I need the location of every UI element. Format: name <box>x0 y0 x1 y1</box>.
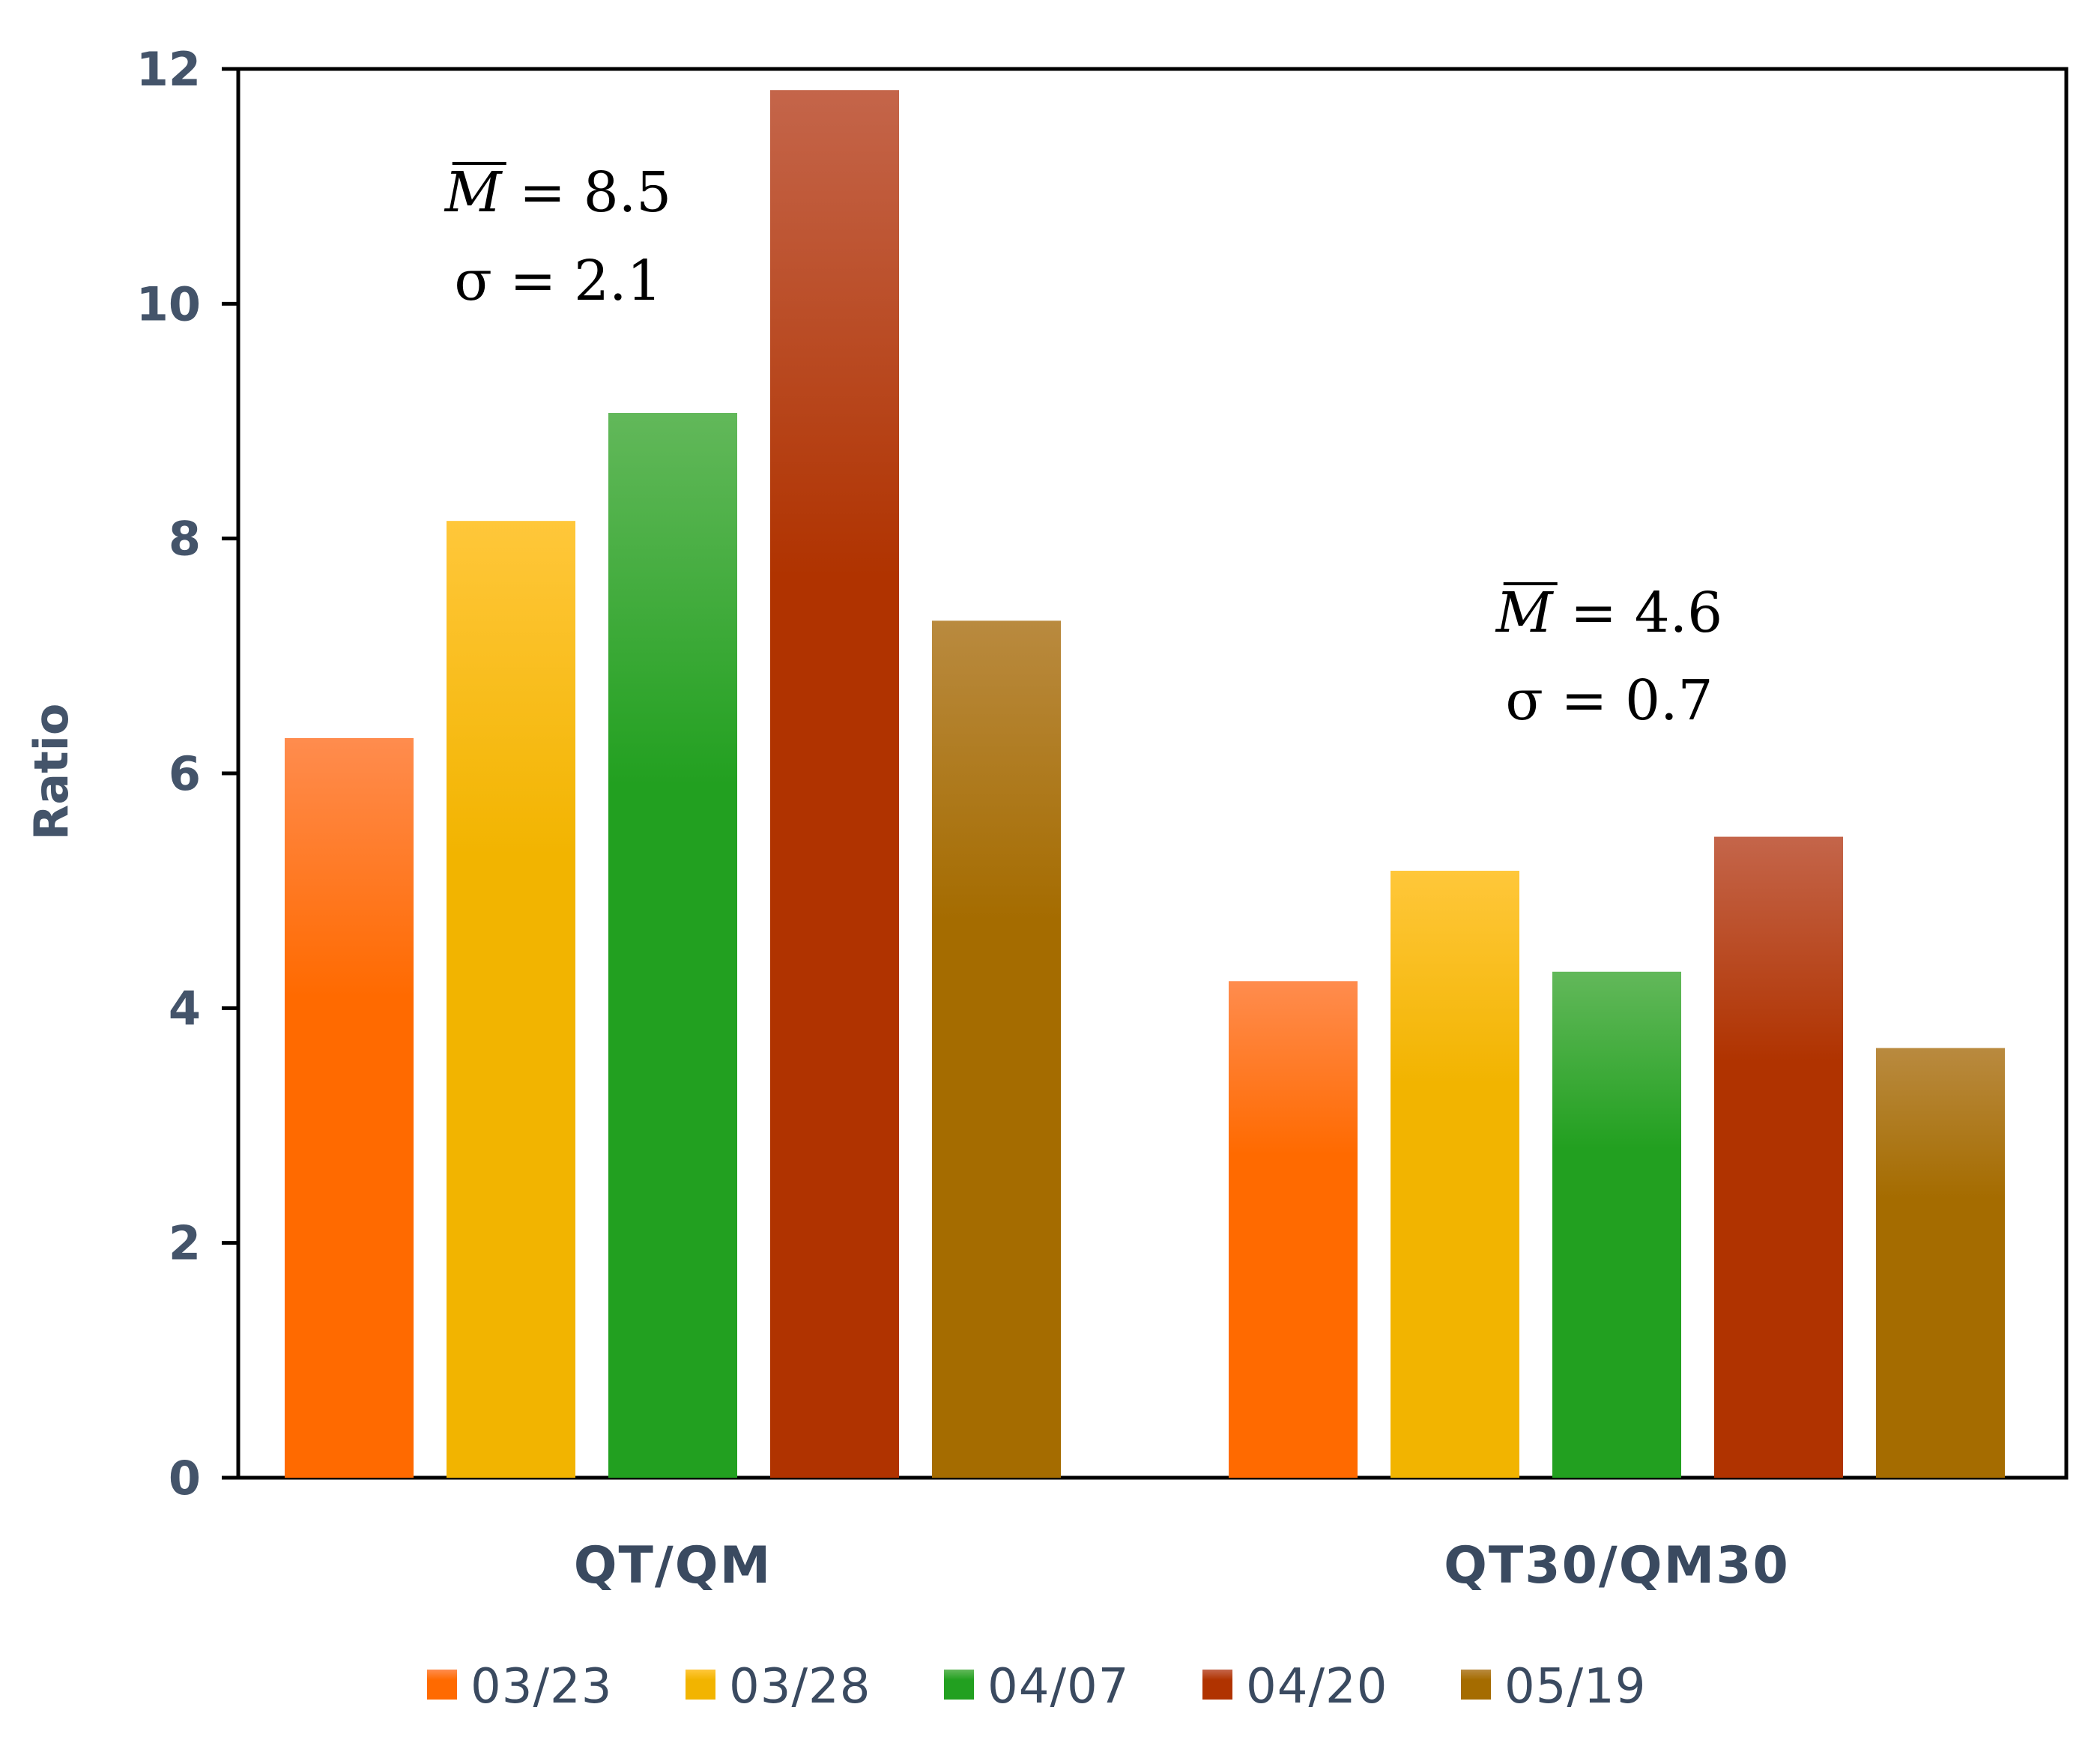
bar-04-07-1 <box>1552 971 1681 1478</box>
mean-symbol: M <box>1495 581 1555 645</box>
y-tick-label: 10 <box>136 277 201 331</box>
mean-annotation: M = 8.5 <box>444 160 672 225</box>
y-tick-label: 6 <box>169 746 201 801</box>
legend-label: 04/07 <box>987 1659 1129 1715</box>
sigma-annotation: σ = 2.1 <box>454 249 662 313</box>
legend-label: 04/20 <box>1246 1659 1388 1715</box>
annotations: M = 8.5 σ = 2.1 M = 4.6 σ = 0.7 <box>444 160 1723 733</box>
legend-label: 03/23 <box>470 1659 612 1715</box>
mean-value: = 4.6 <box>1553 581 1723 645</box>
sigma-annotation: σ = 0.7 <box>1505 668 1713 733</box>
mean-symbol: M <box>444 160 503 225</box>
legend-label: 05/19 <box>1504 1659 1646 1715</box>
x-category-label: QT30/QM30 <box>1444 1536 1790 1595</box>
y-axis: 0 2 4 6 8 10 12 <box>136 42 238 1505</box>
bars <box>285 90 2005 1478</box>
legend-swatch <box>1461 1670 1491 1700</box>
bar-04-07-0 <box>608 413 737 1478</box>
mean-annotation: M = 4.6 <box>1495 581 1723 645</box>
y-tick-label: 2 <box>169 1216 201 1271</box>
legend: 03/23 03/28 04/07 04/20 05/19 <box>427 1659 1646 1715</box>
bar-03-23-0 <box>285 738 414 1478</box>
bar-04-20-1 <box>1714 836 1843 1478</box>
legend-swatch <box>944 1670 974 1700</box>
legend-swatch <box>427 1670 457 1700</box>
legend-item: 03/28 <box>686 1659 871 1715</box>
y-tick-label: 12 <box>136 42 201 97</box>
y-tick-label: 8 <box>169 512 201 567</box>
x-category-label: QT/QM <box>574 1536 772 1595</box>
bar-05-19-0 <box>932 620 1061 1478</box>
legend-item: 05/19 <box>1461 1659 1646 1715</box>
y-tick-label: 4 <box>169 981 201 1036</box>
legend-item: 04/07 <box>944 1659 1129 1715</box>
bar-03-28-0 <box>447 521 575 1478</box>
bar-03-23-1 <box>1229 981 1358 1478</box>
bar-05-19-1 <box>1876 1048 2005 1478</box>
bar-03-28-1 <box>1391 871 1519 1478</box>
bar-04-20-0 <box>770 90 899 1478</box>
legend-swatch <box>1202 1670 1232 1700</box>
legend-item: 03/23 <box>427 1659 612 1715</box>
x-axis: QT/QM QT30/QM30 <box>574 1536 1790 1595</box>
legend-label: 03/28 <box>729 1659 871 1715</box>
y-axis-label: Ratio <box>24 703 79 840</box>
stats-annotation: M = 4.6 σ = 0.7 <box>1495 581 1723 733</box>
legend-swatch <box>686 1670 715 1700</box>
mean-value: = 8.5 <box>502 160 672 225</box>
legend-item: 04/20 <box>1202 1659 1388 1715</box>
stats-annotation: M = 8.5 σ = 2.1 <box>444 160 672 313</box>
y-tick-label: 0 <box>169 1451 201 1505</box>
